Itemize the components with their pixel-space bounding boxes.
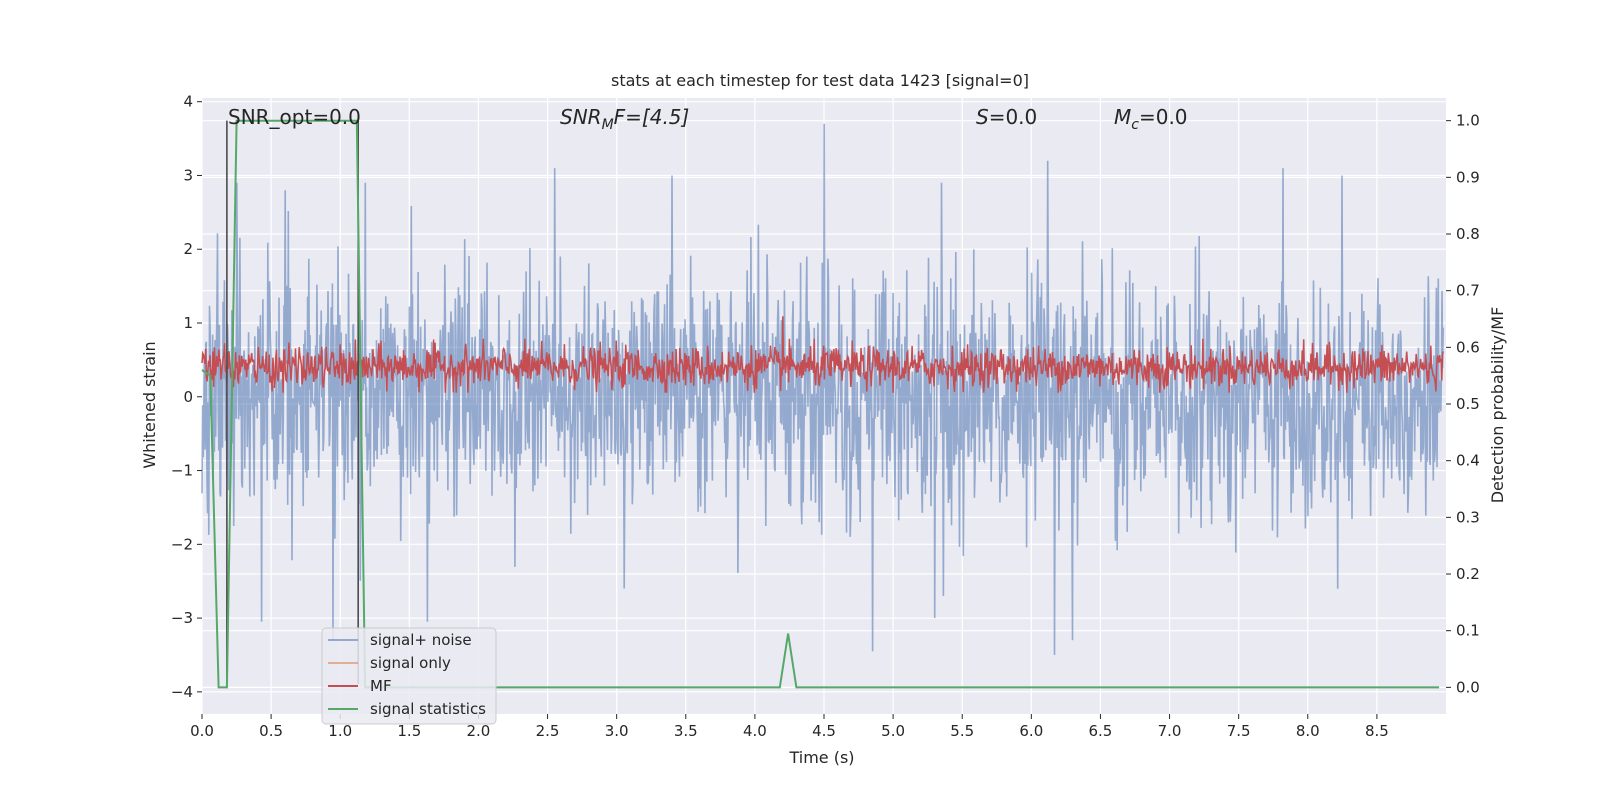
right-tick-label-1: 0.1 xyxy=(1456,622,1480,640)
x-tick-label-4: 2.0 xyxy=(467,722,491,740)
left-tick-label-0: −4 xyxy=(171,683,193,701)
annotation-snr-mf: SNRMF=[4.5] xyxy=(560,105,689,133)
series-signal-statistics xyxy=(201,119,1440,689)
x-tick-label-10: 5.0 xyxy=(881,722,905,740)
legend-label-signal-plus-noise: signal+ noise xyxy=(370,631,472,649)
annotation-snr-mf-sub: M xyxy=(602,117,614,133)
left-tick-label-3: −1 xyxy=(171,462,193,480)
legend-label-signal-only: signal only xyxy=(370,654,451,672)
x-tick-label-14: 7.0 xyxy=(1158,722,1182,740)
chart-title: stats at each timestep for test data 142… xyxy=(611,71,1029,90)
annotation-snr-mf-main: SNR xyxy=(560,105,602,129)
left-y-axis-label: Whitened strain xyxy=(140,341,159,468)
x-tick-label-2: 1.0 xyxy=(328,722,352,740)
x-tick-label-16: 8.0 xyxy=(1296,722,1320,740)
left-tick-label-8: 4 xyxy=(183,93,193,111)
right-tick-label-9: 0.9 xyxy=(1456,168,1480,186)
annotation-mc-main: M xyxy=(1114,105,1131,129)
annotation-snr-mf-rest: F=[4.5] xyxy=(614,105,690,129)
left-tick-label-6: 2 xyxy=(183,240,193,258)
x-tick-label-17: 8.5 xyxy=(1365,722,1389,740)
right-tick-label-0: 0.0 xyxy=(1456,678,1480,696)
line-signal-statistics xyxy=(201,119,1440,689)
series-signal-plus-noise xyxy=(201,123,1444,656)
annotation-s-rest: =0.0 xyxy=(989,105,1038,129)
right-tick-label-4: 0.4 xyxy=(1456,452,1480,470)
x-tick-label-9: 4.5 xyxy=(812,722,836,740)
left-tick-label-5: 1 xyxy=(183,314,193,332)
x-tick-label-12: 6.0 xyxy=(1019,722,1043,740)
series-mf xyxy=(201,316,1444,393)
x-tick-label-7: 3.5 xyxy=(674,722,698,740)
right-tick-label-10: 1.0 xyxy=(1456,112,1480,130)
annotation-s: S=0.0 xyxy=(976,105,1037,129)
legend-label-mf: MF xyxy=(370,677,392,695)
x-tick-label-11: 5.5 xyxy=(950,722,974,740)
right-tick-label-2: 0.2 xyxy=(1456,565,1480,583)
x-tick-label-1: 0.5 xyxy=(259,722,283,740)
right-tick-label-5: 0.5 xyxy=(1456,395,1480,413)
legend: signal+ noise signal only MF signal stat… xyxy=(321,627,497,725)
line-mf xyxy=(201,316,1444,393)
x-axis-ticks: 0.0 0.5 1.0 1.5 2.0 2.5 3.0 3.5 4.0 4.5 5.0 5.5 6.0 6… xyxy=(190,714,1389,740)
x-tick-label-15: 7.5 xyxy=(1227,722,1251,740)
left-tick-label-2: −2 xyxy=(171,535,193,553)
left-axis-ticks: −4 −3 −2 −1 0 1 2 3 4 xyxy=(171,93,202,701)
x-tick-label-0: 0.0 xyxy=(190,722,214,740)
legend-box xyxy=(321,627,497,725)
x-tick-label-5: 2.5 xyxy=(536,722,560,740)
right-tick-label-8: 0.8 xyxy=(1456,225,1480,243)
legend-label-signal-statistics: signal statistics xyxy=(370,700,486,718)
line-signal-plus-noise xyxy=(201,123,1444,656)
x-tick-label-13: 6.5 xyxy=(1089,722,1113,740)
right-axis-ticks: 0.0 0.1 0.2 0.3 0.4 0.5 0.6 0.7 0.8 0.9 1.0 xyxy=(1446,112,1480,696)
left-tick-label-4: 0 xyxy=(183,388,193,406)
right-y-axis-label: Detection probability/MF xyxy=(1488,307,1507,504)
right-tick-label-6: 0.6 xyxy=(1456,338,1480,356)
right-tick-label-7: 0.7 xyxy=(1456,282,1480,300)
annotation-mc: Mc=0.0 xyxy=(1114,105,1188,133)
x-tick-label-8: 4.0 xyxy=(743,722,767,740)
x-tick-label-6: 3.0 xyxy=(605,722,629,740)
annotation-s-main: S xyxy=(976,105,989,129)
left-tick-label-7: 3 xyxy=(183,166,193,184)
right-tick-label-3: 0.3 xyxy=(1456,508,1480,526)
left-tick-label-1: −3 xyxy=(171,609,193,627)
x-axis-label: Time (s) xyxy=(788,748,854,767)
annotation-mc-sub: c xyxy=(1131,117,1139,133)
x-tick-label-3: 1.5 xyxy=(397,722,421,740)
annotation-snr-opt: SNR_opt=0.0 xyxy=(228,105,361,129)
annotation-mc-rest: =0.0 xyxy=(1139,105,1188,129)
